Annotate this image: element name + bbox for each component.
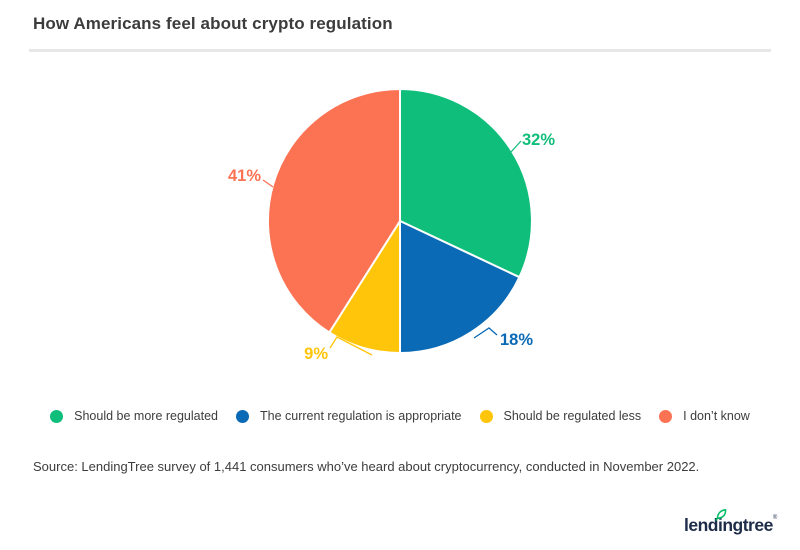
legend: Should be more regulated The current regu… [0,409,800,423]
pie-chart: 32% 18% 9% 41% [228,88,555,363]
legend-dot-icon [479,409,493,423]
legend-item-i-don-t-know: I don’t know [659,409,750,423]
logo-text: lendingtree [684,515,773,535]
legend-item-label: Should be regulated less [503,409,642,423]
chart-title: How Americans feel about crypto regulati… [33,14,393,33]
slice-value-label: 9% [304,345,328,363]
pie-slice-should-be-more-regulated [399,88,533,279]
legend-dot-icon [659,409,673,423]
legend-item-should-be-more-regulated: Should be more regulated [50,409,218,423]
slice-value-label: 18% [500,331,533,349]
legend-item-should-be-regulated-less: Should be regulated less [479,409,642,423]
source-note: Source: LendingTree survey of 1,441 cons… [33,459,700,474]
label-leader-line [262,179,274,188]
label-leader-line [473,327,498,339]
legend-item-label: Should be more regulated [74,409,218,423]
label-leader-line [510,140,522,153]
legend-item-the-current-regulation-is-appropriate: The current regulation is appropriate [236,409,462,423]
pie-slice-the-current-regulation-is-appropriate [399,220,521,354]
legend-dot-icon [236,409,249,423]
lendingtree-logo: lendingtree® [684,508,777,542]
registered-mark: ® [772,515,778,521]
pie-slice-i-don-t-know [266,88,401,334]
legend-dot-icon [50,409,64,423]
slice-value-label: 32% [522,131,555,149]
legend-item-label: I don’t know [683,409,750,423]
leaf-icon [715,509,727,521]
label-leader-line [329,336,373,356]
divider [29,49,771,52]
slice-value-label: 41% [228,167,261,185]
legend-item-label: The current regulation is appropriate [260,409,462,423]
